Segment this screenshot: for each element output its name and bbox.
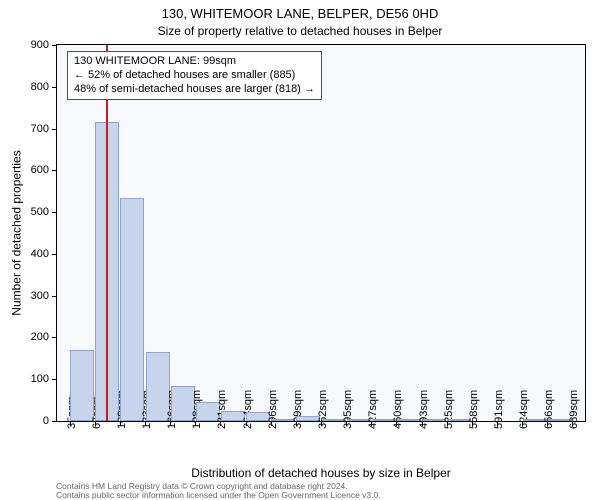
x-tick-label: 591sqm <box>493 390 505 429</box>
x-tick-label: 427sqm <box>367 390 379 429</box>
y-tick <box>52 421 57 422</box>
x-tick-label: 525sqm <box>443 390 455 429</box>
x-tick-label: 296sqm <box>267 390 279 429</box>
x-tick-label: 460sqm <box>392 390 404 429</box>
x-axis-title: Distribution of detached houses by size … <box>56 466 586 480</box>
x-tick-label: 395sqm <box>342 390 354 429</box>
x-tick-label: 493sqm <box>418 390 430 429</box>
y-tick <box>52 379 57 380</box>
y-tick <box>52 45 57 46</box>
chart: 010020030040050060070080090035sqm67sqm10… <box>56 44 586 422</box>
y-tick-label: 700 <box>19 123 49 135</box>
y-tick-label: 800 <box>19 81 49 93</box>
y-tick-label: 200 <box>19 331 49 343</box>
y-tick <box>52 87 57 88</box>
y-tick <box>52 296 57 297</box>
y-tick-label: 100 <box>19 373 49 385</box>
x-tick-label: 329sqm <box>292 390 304 429</box>
y-tick-label: 500 <box>19 206 49 218</box>
info-box-line: ← 52% of detached houses are smaller (88… <box>74 69 315 83</box>
info-box-line: 130 WHITEMOOR LANE: 99sqm <box>74 55 315 69</box>
y-axis-title: Number of detached properties <box>10 44 24 422</box>
bar <box>120 198 144 422</box>
page-title: 130, WHITEMOOR LANE, BELPER, DE56 0HD <box>0 0 600 22</box>
y-tick-label: 400 <box>19 248 49 260</box>
plot-area: 010020030040050060070080090035sqm67sqm10… <box>56 44 586 422</box>
page-subtitle: Size of property relative to detached ho… <box>0 22 600 42</box>
y-tick-label: 900 <box>19 39 49 51</box>
y-tick <box>52 129 57 130</box>
y-tick-label: 300 <box>19 290 49 302</box>
x-tick-label: 656sqm <box>543 390 555 429</box>
x-tick-label: 231sqm <box>216 390 228 429</box>
x-tick-label: 264sqm <box>242 390 254 429</box>
x-tick-label: 689sqm <box>568 390 580 429</box>
y-tick <box>52 254 57 255</box>
x-tick-label: 558sqm <box>468 390 480 429</box>
y-tick <box>52 337 57 338</box>
info-box: 130 WHITEMOOR LANE: 99sqm← 52% of detach… <box>67 51 322 100</box>
y-tick-label: 0 <box>19 415 49 427</box>
x-tick-label: 624sqm <box>518 390 530 429</box>
y-tick <box>52 212 57 213</box>
y-tick-label: 600 <box>19 164 49 176</box>
info-box-line: 48% of semi-detached houses are larger (… <box>74 83 315 97</box>
x-tick-label: 362sqm <box>317 390 329 429</box>
footer-text: Contains HM Land Registry data © Crown c… <box>56 482 381 500</box>
y-tick <box>52 170 57 171</box>
reference-line <box>106 45 108 421</box>
